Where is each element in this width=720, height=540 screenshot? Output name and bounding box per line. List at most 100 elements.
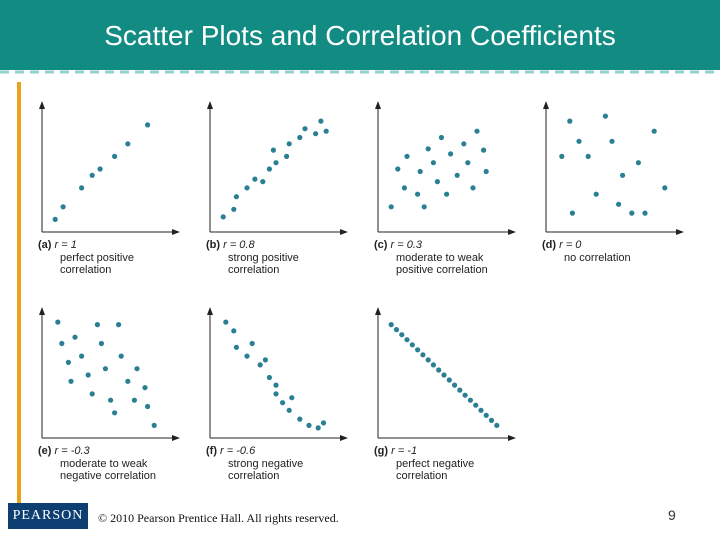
data-point — [393, 327, 400, 333]
panel-description: moderate to weak — [396, 252, 484, 264]
data-point — [266, 166, 272, 172]
data-point — [125, 378, 131, 384]
data-point — [465, 160, 471, 166]
y-axis-arrow-icon — [207, 307, 213, 315]
data-point — [270, 147, 276, 153]
data-point — [306, 422, 312, 428]
data-point — [462, 392, 468, 398]
x-axis-arrow-icon — [172, 435, 180, 441]
data-point — [252, 176, 258, 182]
data-point — [286, 407, 292, 413]
panel-r-value: r = -0.3 — [55, 445, 91, 457]
panel-letter: (f) — [206, 445, 220, 457]
data-point — [474, 128, 480, 134]
data-point — [79, 185, 85, 191]
data-point — [483, 412, 489, 418]
panel-description: correlation — [60, 264, 111, 276]
data-point — [483, 168, 489, 175]
data-point — [473, 402, 479, 408]
dashed-divider — [0, 70, 720, 74]
panel-description: correlation — [228, 264, 279, 276]
data-point — [315, 425, 321, 431]
panel-letter: (e) — [38, 445, 55, 457]
data-point — [662, 185, 668, 191]
data-point — [72, 334, 78, 340]
data-point — [273, 382, 279, 388]
panel-letter: (a) — [38, 239, 55, 251]
data-point — [145, 122, 151, 128]
data-point — [430, 160, 436, 166]
panel-letter: (c) — [374, 239, 391, 251]
data-point — [131, 397, 137, 403]
data-point — [94, 322, 100, 328]
x-axis-arrow-icon — [508, 435, 516, 441]
data-point — [223, 319, 229, 325]
publisher-logo: PEARSON — [8, 503, 88, 529]
panel-r-value: r = 0.3 — [391, 239, 423, 251]
x-axis-arrow-icon — [340, 435, 348, 441]
panel-description: perfect negative — [396, 458, 474, 470]
data-point — [452, 382, 458, 388]
page-number: 9 — [668, 507, 676, 523]
data-point — [395, 166, 401, 172]
data-point — [85, 372, 91, 378]
data-point — [602, 113, 609, 119]
data-point — [425, 146, 431, 152]
panel-r-value: r = 1 — [55, 239, 77, 251]
data-point — [65, 359, 71, 365]
data-point — [436, 367, 442, 373]
x-axis-arrow-icon — [508, 229, 516, 235]
panel-r-value: r = 0 — [559, 239, 582, 251]
panel-r-value: r = -1 — [391, 445, 417, 457]
data-point — [249, 340, 255, 347]
panel-caption: (g) r = -1 — [374, 445, 417, 457]
data-point — [125, 141, 131, 147]
data-point — [297, 416, 303, 422]
panel-description: no correlation — [564, 252, 631, 264]
panel-description: positive correlation — [396, 264, 488, 276]
data-point — [273, 160, 279, 166]
data-point — [481, 147, 487, 153]
data-point — [266, 374, 272, 381]
data-point — [79, 353, 85, 359]
data-point — [399, 332, 405, 338]
y-axis-arrow-icon — [543, 101, 549, 109]
x-axis-arrow-icon — [340, 229, 348, 235]
scatter-panel-4: (d) r = 0no correlation — [542, 101, 684, 264]
data-point — [233, 344, 239, 350]
data-point — [642, 210, 648, 216]
y-axis-arrow-icon — [375, 307, 381, 315]
data-point — [593, 191, 599, 197]
panel-caption: (e) r = -0.3 — [38, 445, 91, 457]
data-point — [559, 153, 565, 159]
data-point — [112, 410, 118, 416]
data-point — [576, 138, 582, 144]
data-point — [89, 391, 95, 397]
data-point — [620, 172, 626, 178]
data-point — [89, 172, 95, 178]
data-point — [438, 134, 444, 141]
data-point — [446, 377, 452, 383]
panel-description: strong negative — [228, 458, 303, 470]
panel-caption: (d) r = 0 — [542, 239, 582, 251]
data-point — [616, 201, 622, 207]
data-point — [145, 403, 151, 410]
data-point — [409, 342, 415, 348]
y-axis-arrow-icon — [375, 101, 381, 109]
data-point — [98, 340, 104, 347]
panel-letter: (g) — [374, 445, 391, 457]
data-point — [457, 387, 463, 393]
data-point — [231, 206, 237, 212]
data-point — [467, 397, 473, 403]
data-point — [260, 179, 266, 185]
data-point — [142, 385, 148, 391]
panel-description: moderate to weak — [60, 458, 148, 470]
data-point — [286, 141, 292, 147]
data-point — [609, 138, 615, 144]
data-point — [470, 185, 476, 191]
data-point — [297, 134, 303, 141]
panel-caption: (f) r = -0.6 — [206, 445, 256, 457]
